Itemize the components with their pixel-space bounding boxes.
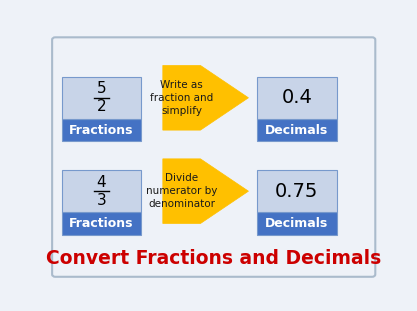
- FancyBboxPatch shape: [257, 119, 337, 142]
- FancyBboxPatch shape: [257, 170, 337, 212]
- FancyBboxPatch shape: [257, 77, 337, 119]
- Text: Fractions: Fractions: [69, 123, 134, 137]
- Text: Write as
fraction and
simplify: Write as fraction and simplify: [150, 80, 213, 116]
- Text: Divide
numerator by
denominator: Divide numerator by denominator: [146, 173, 217, 209]
- FancyBboxPatch shape: [62, 77, 141, 119]
- FancyBboxPatch shape: [62, 119, 141, 142]
- Text: Decimals: Decimals: [265, 123, 329, 137]
- Text: 5: 5: [97, 81, 106, 96]
- Text: 0.75: 0.75: [275, 182, 319, 201]
- FancyBboxPatch shape: [52, 37, 375, 277]
- Text: 0.4: 0.4: [281, 88, 312, 107]
- FancyBboxPatch shape: [62, 170, 141, 212]
- Text: 4: 4: [97, 174, 106, 190]
- Text: Fractions: Fractions: [69, 217, 134, 230]
- FancyBboxPatch shape: [62, 212, 141, 235]
- Polygon shape: [163, 65, 249, 130]
- Polygon shape: [163, 159, 249, 224]
- Text: 3: 3: [96, 193, 106, 208]
- Text: Convert Fractions and Decimals: Convert Fractions and Decimals: [46, 249, 381, 268]
- Text: Decimals: Decimals: [265, 217, 329, 230]
- Text: 2: 2: [97, 100, 106, 114]
- FancyBboxPatch shape: [257, 212, 337, 235]
